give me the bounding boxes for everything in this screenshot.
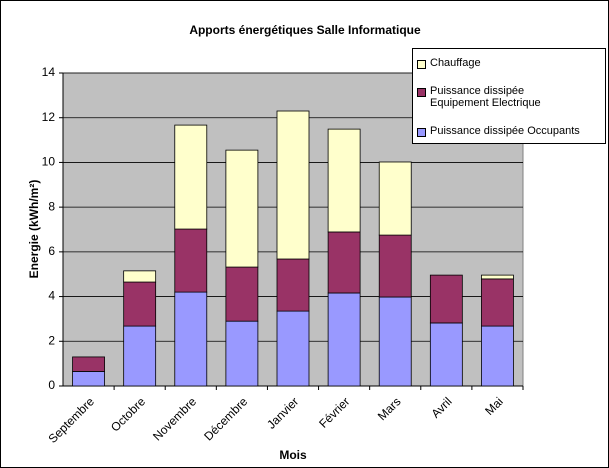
y-tick-label: 14 xyxy=(42,65,56,79)
bar-segment xyxy=(123,325,157,387)
bar-segment xyxy=(174,124,208,230)
y-tick-label: 12 xyxy=(42,110,56,124)
x-tick-label: Février xyxy=(316,394,352,430)
bar-segment xyxy=(429,322,463,387)
bar-segment xyxy=(378,234,412,298)
y-tick-label: 2 xyxy=(48,333,55,347)
bar-segment xyxy=(72,371,105,387)
x-tick-label: Avril xyxy=(428,394,454,420)
x-tick-label: Septembre xyxy=(46,394,98,446)
y-tick-label: 6 xyxy=(48,244,55,258)
bar-segment xyxy=(429,274,463,324)
bar-segment xyxy=(481,274,514,280)
y-tick-label: 4 xyxy=(48,289,55,303)
x-tick-label: Octobre xyxy=(108,394,148,434)
x-tick-label: Novembre xyxy=(150,394,199,443)
bar-segment xyxy=(378,296,412,387)
bar-segment xyxy=(378,161,412,236)
y-tick-label: 10 xyxy=(42,155,56,169)
bar-segment xyxy=(481,325,514,387)
legend: Chauffage Puissance dissipée Equipement E… xyxy=(412,48,606,144)
y-tick-label: 0 xyxy=(48,378,55,392)
x-axis-label: Mois xyxy=(279,448,307,462)
legend-entry: Chauffage xyxy=(417,57,605,69)
bar-segment xyxy=(123,270,157,283)
bar-segment xyxy=(327,292,361,387)
legend-entry: Puissance dissipée Occupants xyxy=(417,125,605,137)
legend-label: Puissance dissipée Occupants xyxy=(430,125,580,137)
legend-swatch xyxy=(417,88,426,97)
legend-label: Chauffage xyxy=(430,57,481,69)
bar-segment xyxy=(481,278,514,327)
bar-segment xyxy=(276,258,310,312)
x-tick-label: Mai xyxy=(482,394,506,418)
bar-segment xyxy=(174,228,208,293)
legend-entry: Puissance dissipée Equipement Electrique xyxy=(417,85,605,109)
bar-segment xyxy=(276,310,310,387)
y-tick-label: 8 xyxy=(48,199,55,213)
x-tick-label: Janvier xyxy=(264,394,301,431)
legend-swatch xyxy=(417,128,426,137)
bar-segment xyxy=(123,281,157,327)
legend-swatch xyxy=(417,60,426,69)
bar-segment xyxy=(225,320,259,387)
bar-segment xyxy=(225,266,259,322)
bar-segment xyxy=(327,231,361,294)
y-axis-label: Energie (kWh/m²) xyxy=(27,180,41,279)
bar-segment xyxy=(174,291,208,387)
bar-segment xyxy=(327,128,361,233)
bar-segment xyxy=(225,149,259,268)
bar-segment xyxy=(276,110,310,260)
legend-label: Puissance dissipée Equipement Electrique xyxy=(430,85,541,109)
x-tick-label: Mars xyxy=(375,394,404,423)
bar-segment xyxy=(72,356,105,372)
chart-title: Apports énergétiques Salle Informatique xyxy=(189,23,421,37)
x-tick-label: Décembre xyxy=(201,394,250,443)
